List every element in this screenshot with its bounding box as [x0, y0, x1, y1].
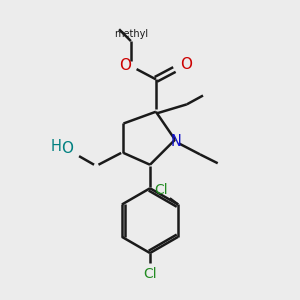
Text: O: O	[61, 141, 73, 156]
Text: Cl: Cl	[143, 267, 157, 281]
Text: Cl: Cl	[154, 183, 168, 197]
Text: H: H	[51, 139, 62, 154]
Text: O: O	[180, 57, 192, 72]
Text: N: N	[170, 134, 181, 149]
Text: methyl: methyl	[114, 29, 148, 39]
Text: O: O	[120, 58, 132, 73]
